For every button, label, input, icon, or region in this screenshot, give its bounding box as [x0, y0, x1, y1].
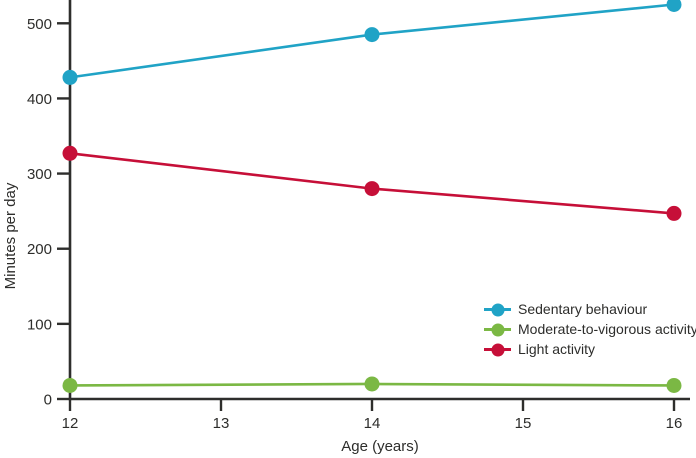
x-tick-label: 16	[666, 415, 683, 432]
data-point	[364, 376, 380, 392]
y-tick-label: 100	[27, 316, 52, 333]
x-tick-label: 13	[213, 415, 230, 432]
x-tick-label: 15	[515, 415, 532, 432]
y-tick-label: 200	[27, 241, 52, 258]
legend-item: Moderate-to-vigorous activity	[484, 322, 696, 337]
axes	[68, 0, 690, 401]
x-tick-label: 12	[62, 415, 79, 432]
data-point	[666, 0, 682, 13]
legend-item: Sedentary behaviour	[484, 302, 696, 317]
data-point	[62, 69, 78, 85]
legend-item: Light activity	[484, 342, 696, 357]
y-axis-title: Minutes per day	[2, 182, 19, 289]
x-tick-label: 14	[364, 415, 381, 432]
legend-dot	[491, 303, 504, 316]
data-point	[62, 145, 78, 161]
legend-label: Light activity	[518, 341, 596, 357]
y-tick-label: 0	[44, 392, 52, 409]
legend-dot	[491, 323, 504, 336]
legend-label: Sedentary behaviour	[518, 301, 648, 317]
tick-labels: 0 100 200 300 400 500 12 13 14 15 16	[27, 16, 682, 432]
legend-dot	[491, 343, 504, 356]
legend: Sedentary behaviour Moderate-to-vigorous …	[484, 302, 696, 357]
x-axis-title: Age (years)	[341, 438, 419, 455]
data-point	[364, 27, 380, 43]
data-point	[666, 377, 682, 393]
legend-label: Moderate-to-vigorous activity	[518, 321, 696, 337]
data-point	[666, 205, 682, 221]
y-tick-label: 300	[27, 166, 52, 183]
legend-marker-icon	[484, 342, 511, 357]
y-tick-label: 400	[27, 91, 52, 108]
data-point	[364, 181, 380, 197]
y-tick-label: 500	[27, 16, 52, 33]
legend-marker-icon	[484, 322, 511, 337]
axis-ticks	[57, 22, 676, 411]
legend-marker-icon	[484, 302, 511, 317]
data-series	[62, 0, 682, 393]
data-point	[62, 377, 78, 393]
